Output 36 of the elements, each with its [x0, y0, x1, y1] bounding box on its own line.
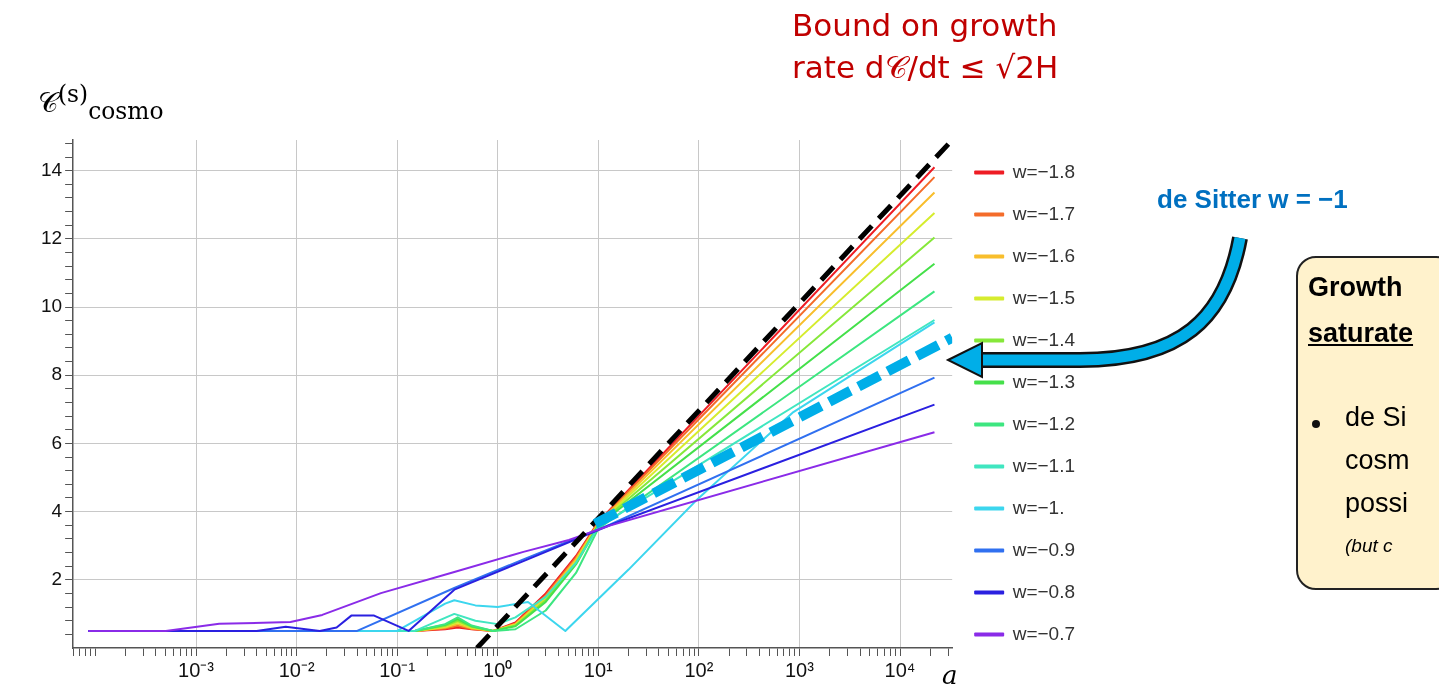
text: (but c [1345, 535, 1393, 557]
y-tick-label: 8 [51, 363, 63, 385]
x-tick-label: 10⁻³ [178, 658, 215, 681]
legend-label: w=−1.1 [1011, 454, 1075, 476]
x-tick-label: 10³ [785, 658, 815, 681]
legend-label: w=−1. [1011, 496, 1065, 518]
x-tick-label: 10¹ [583, 658, 614, 681]
x-tick-label: 10⁻² [278, 658, 315, 681]
x-tick-label: 10⁴ [884, 658, 916, 681]
text: Bound on growth rate d𝒞/dt ≤ √2H [792, 6, 1060, 87]
text: cosm [1345, 445, 1410, 476]
legend-label: w=−0.7 [1011, 622, 1075, 644]
legend-label: w=−1.7 [1011, 202, 1075, 224]
legend-label: w=−1.2 [1011, 412, 1075, 434]
x-tick-label: 10⁰ [483, 658, 513, 681]
text: saturate [1308, 318, 1414, 349]
y-tick-label: 10 [40, 295, 63, 317]
x-tick-label: 10² [684, 658, 714, 681]
text: de Si [1345, 402, 1407, 433]
text: Growth [1308, 272, 1403, 303]
legend-label: w=−0.9 [1011, 538, 1075, 560]
x-tick-label: 10⁻¹ [379, 658, 416, 681]
legend-label: w=−1.4 [1011, 328, 1076, 350]
y-tick-label: 4 [51, 499, 63, 521]
text: possi [1345, 488, 1409, 519]
legend-label: w=−0.8 [1011, 580, 1075, 602]
legend-label: w=−1.6 [1011, 244, 1075, 266]
legend-label: w=−1.3 [1011, 370, 1075, 392]
legend-label: w=−1.8 [1011, 160, 1075, 182]
y-tick-label: 14 [40, 158, 63, 180]
x-axis-title: a [942, 660, 958, 690]
y-tick-label: 12 [40, 227, 63, 249]
y-tick-label: 6 [51, 431, 63, 453]
y-tick-label: 2 [51, 568, 63, 590]
legend-label: w=−1.5 [1011, 286, 1075, 308]
text: de Sitter w = −1 [1157, 184, 1348, 215]
